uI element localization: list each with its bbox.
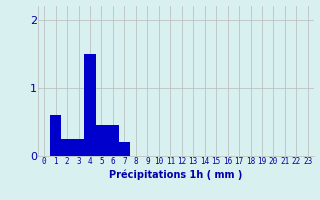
Bar bbox=[96, 125, 107, 156]
Bar bbox=[119, 142, 130, 156]
Bar bbox=[84, 54, 96, 156]
Bar bbox=[107, 125, 119, 156]
Bar bbox=[50, 115, 61, 156]
X-axis label: Précipitations 1h ( mm ): Précipitations 1h ( mm ) bbox=[109, 169, 243, 180]
Bar bbox=[61, 139, 73, 156]
Bar bbox=[73, 139, 84, 156]
